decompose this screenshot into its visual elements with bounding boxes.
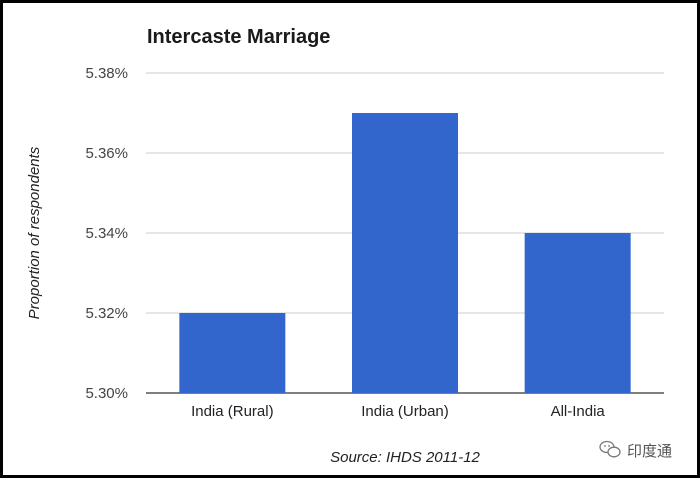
- watermark: 印度通: [599, 440, 672, 460]
- x-category-label: India (Urban): [361, 403, 449, 420]
- y-tick-label: 5.36%: [85, 145, 128, 162]
- y-tick-labels: 5.30% 5.32% 5.34% 5.36% 5.38%: [85, 65, 128, 402]
- y-tick-label: 5.38%: [85, 65, 128, 82]
- y-tick-label: 5.34%: [85, 225, 128, 242]
- bar: [179, 313, 286, 393]
- y-axis-label: Proportion of respondents: [26, 146, 43, 319]
- y-tick-label: 5.32%: [85, 305, 128, 322]
- bars: [179, 113, 631, 393]
- x-category-label: India (Rural): [191, 403, 274, 420]
- x-category-labels: India (Rural) India (Urban) All-India: [191, 403, 605, 420]
- wechat-icon: [599, 440, 621, 458]
- x-category-label: All-India: [551, 403, 606, 420]
- bar: [524, 233, 631, 393]
- watermark-text: 印度通: [627, 442, 672, 460]
- source-note: Source: IHDS 2011-12: [330, 449, 480, 466]
- bar: [352, 113, 458, 393]
- chart-title: Intercaste Marriage: [147, 26, 330, 48]
- y-tick-label: 5.30%: [85, 385, 128, 402]
